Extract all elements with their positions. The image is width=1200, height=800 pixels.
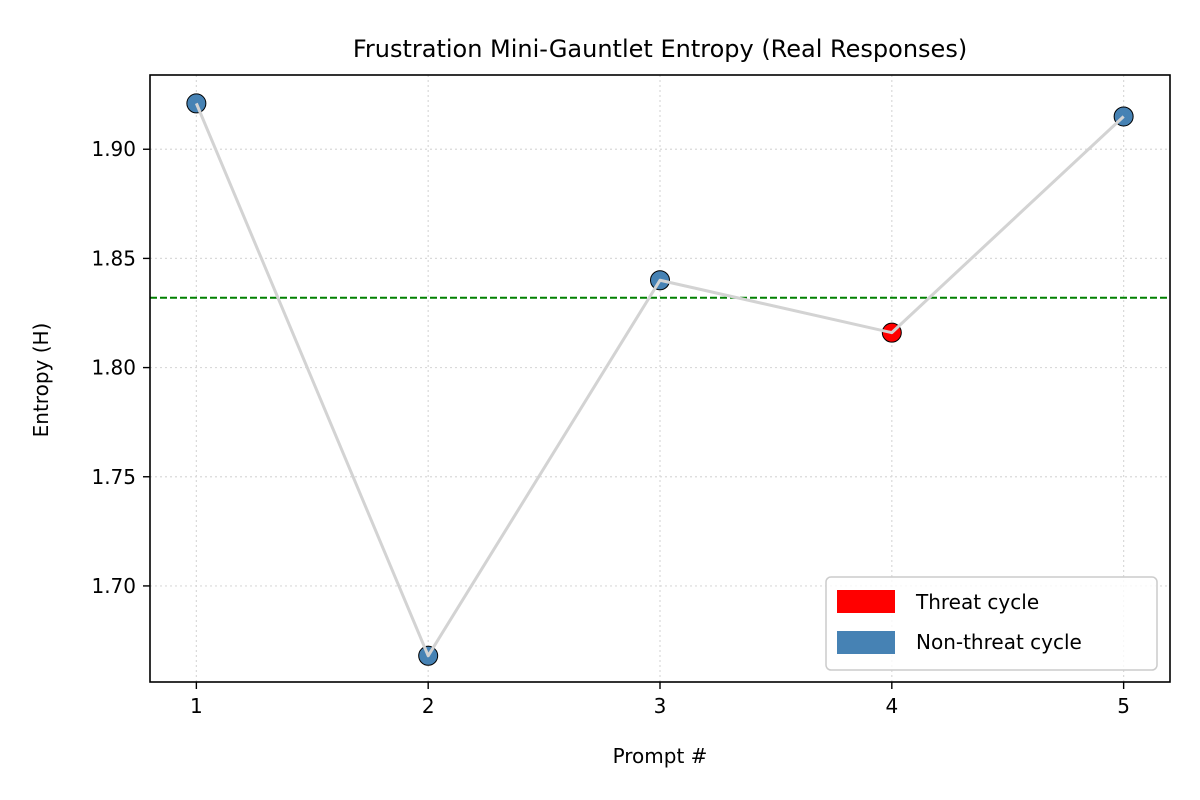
- x-axis-ticks: 1 2 3 4 5: [190, 682, 1130, 718]
- y-tick-label-0: 1.70: [91, 574, 136, 598]
- y-tick-label-4: 1.90: [91, 137, 136, 161]
- x-tick-label-4: 5: [1117, 694, 1130, 718]
- y-tick-label-1: 1.75: [91, 465, 136, 489]
- x-tick-label-0: 1: [190, 694, 203, 718]
- y-axis-label: Entropy (H): [29, 323, 53, 438]
- legend-label-threat: Threat cycle: [915, 590, 1039, 614]
- y-axis-ticks: 1.70 1.75 1.80 1.85 1.90: [91, 137, 150, 598]
- x-tick-label-3: 4: [885, 694, 898, 718]
- series-connector-line: [194, 102, 1125, 658]
- y-tick-label-3: 1.85: [91, 246, 136, 270]
- legend: Threat cycle Non-threat cycle: [825, 576, 1158, 671]
- legend-box: [825, 576, 1158, 671]
- y-tick-label-2: 1.80: [91, 356, 136, 380]
- legend-swatch-threat: [837, 590, 895, 613]
- chart-title: Frustration Mini-Gauntlet Entropy (Real …: [353, 35, 967, 63]
- x-tick-label-2: 3: [654, 694, 667, 718]
- legend-swatch-non-threat: [837, 631, 895, 654]
- legend-label-non-threat: Non-threat cycle: [916, 630, 1082, 654]
- connector-line-group: [194, 102, 1125, 658]
- x-axis-label: Prompt #: [613, 744, 708, 768]
- x-tick-label-1: 2: [422, 694, 435, 718]
